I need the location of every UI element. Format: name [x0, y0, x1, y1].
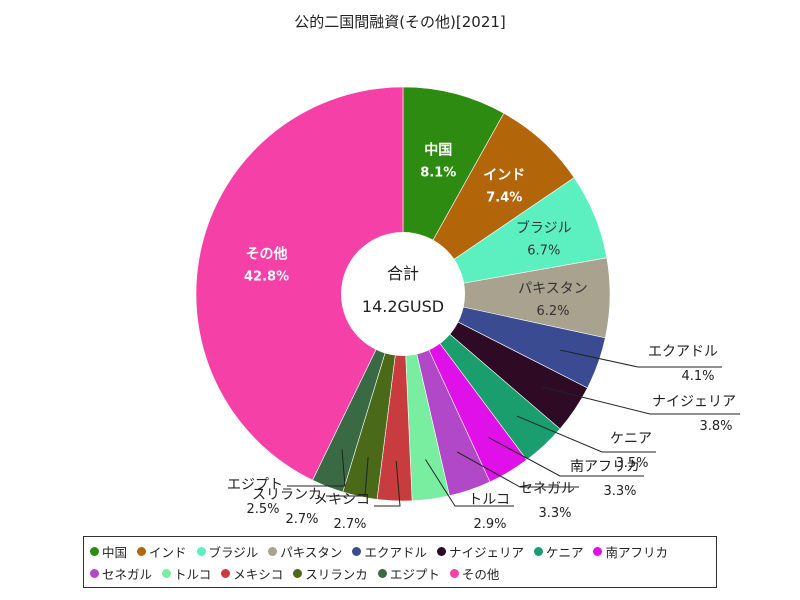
legend-label: 南アフリカ [605, 544, 668, 560]
legend-label: エジプト [389, 566, 440, 582]
legend-item: ケニア [533, 542, 584, 561]
slice-13-pct: 2.5% [246, 502, 279, 517]
legend-swatch-icon [352, 546, 362, 556]
legend-label: セネガル [102, 566, 153, 582]
legend-label: スリランカ [305, 566, 368, 582]
legend-item: トルコ [162, 564, 211, 583]
slice-5-leader [560, 349, 722, 368]
legend-swatch-icon [162, 568, 172, 578]
legend-item: 南アフリカ [593, 542, 668, 561]
legend-swatch-icon [593, 546, 603, 556]
legend-item: エクアドル [352, 542, 427, 561]
slice-8-label: 南アフリカ [570, 459, 640, 475]
legend-swatch-icon [377, 568, 387, 578]
slice-13-label: エジプト [227, 477, 283, 493]
legend-swatch-icon [137, 546, 147, 556]
slice-7-leader [516, 415, 656, 453]
legend-item: エジプト [377, 564, 440, 583]
slice-12-pct: 2.7% [285, 512, 318, 527]
legend-label: エクアドル [364, 544, 427, 560]
legend-swatch-icon [196, 546, 206, 556]
legend-item: ナイジェリア [436, 542, 524, 561]
legend-item: メキシコ [221, 564, 283, 583]
legend: 中国 インド ブラジル パキスタン エクアドル ナイジェリア ケニア 南アフリカ セネガル トル… [83, 536, 717, 588]
legend-item: 中国 [90, 542, 127, 561]
slice-4-pct: 6.2% [536, 304, 569, 319]
legend-swatch-icon [449, 568, 459, 578]
slice-8-pct: 3.3% [603, 484, 636, 499]
slice-14-pct: 42.8% [244, 270, 289, 285]
slice-12-label: スリランカ [252, 487, 322, 503]
slice-11-leader [374, 460, 401, 507]
legend-item: スリランカ [293, 564, 368, 583]
legend-label: 中国 [102, 544, 128, 560]
slice-13-leader [287, 449, 346, 487]
slice-11-label: メキシコ [314, 492, 370, 508]
legend-item: インド [137, 542, 187, 561]
legend-item: パキスタン [268, 542, 342, 561]
legend-label: インド [149, 544, 187, 560]
slice-12-leader [326, 457, 369, 497]
slice-9-label: セネガル [519, 481, 575, 497]
slice-14-label: その他 [246, 246, 288, 263]
slice-10-leader [425, 459, 514, 507]
slice-7-pct: 3.5% [615, 456, 648, 471]
center-hole [341, 232, 465, 356]
legend-label: その他 [461, 566, 500, 582]
center-label: 合計 [387, 264, 419, 283]
slice-3-label: ブラジル [516, 220, 572, 237]
slice-11-pct: 2.7% [333, 517, 366, 532]
slice-2-label: インド [483, 167, 525, 183]
legend-swatch-icon [533, 546, 543, 556]
slice-7-label: ケニア [610, 431, 652, 447]
slice-10-pct: 2.9% [473, 517, 506, 532]
slice-1-label: 中国 [424, 142, 452, 159]
slice-5-pct: 4.1% [681, 369, 714, 384]
slice-5-label: エクアドル [648, 344, 718, 360]
legend-item: その他 [449, 564, 500, 583]
legend-item: ブラジル [196, 542, 259, 561]
legend-label: ブラジル [208, 544, 259, 560]
slice-3-pct: 6.7% [527, 244, 560, 259]
slice-6-label: ナイジェリア [652, 394, 736, 410]
legend-swatch-icon [90, 568, 99, 578]
legend-swatch-icon [293, 568, 303, 578]
slice-9-leader [456, 451, 579, 488]
slice-14-wedge [195, 86, 404, 481]
legend-swatch-icon [221, 568, 231, 578]
legend-label: ケニア [545, 544, 584, 560]
slice-10-label: トルコ [468, 492, 510, 508]
center-value: 14.2GUSD [362, 297, 444, 316]
slice-6-pct: 3.8% [699, 419, 732, 434]
legend-row-2: セネガル トルコ メキシコ スリランカ エジプト その他 [90, 563, 509, 583]
legend-swatch-icon [436, 546, 446, 556]
slice-4-label: パキスタン [518, 281, 588, 297]
chart-title: 公的二国間融資(その他)[2021] [294, 13, 506, 31]
legend-label: トルコ [174, 566, 212, 582]
legend-item: セネガル [90, 564, 152, 583]
slice-8-leader [488, 437, 644, 477]
slice-6-leader [541, 386, 740, 415]
legend-row-1: 中国 インド ブラジル パキスタン エクアドル ナイジェリア ケニア 南アフリカ [90, 541, 678, 561]
legend-label: メキシコ [233, 566, 284, 582]
legend-label: ナイジェリア [448, 544, 524, 560]
slice-2-pct: 7.4% [486, 190, 522, 205]
slice-2-wedge [402, 112, 575, 295]
legend-swatch-icon [268, 546, 278, 556]
legend-label: パキスタン [280, 544, 343, 560]
slice-1-pct: 8.1% [420, 166, 456, 181]
legend-swatch-icon [90, 546, 99, 556]
slice-9-pct: 3.3% [538, 506, 571, 521]
